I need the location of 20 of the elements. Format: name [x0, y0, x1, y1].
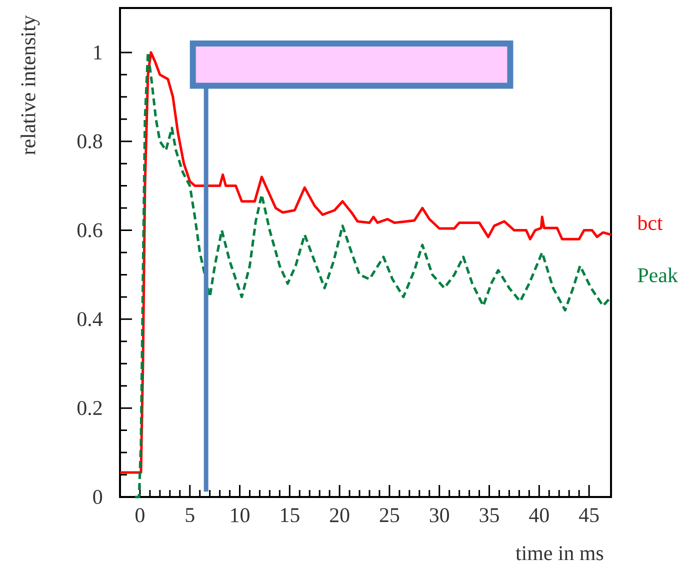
x-tick-label: 10 — [231, 508, 250, 522]
x-axis-title: time in ms — [516, 546, 604, 560]
x-tick-label: 40 — [529, 508, 549, 522]
series-label: Peak — [638, 268, 678, 282]
y-tick-label: 0.8 — [77, 134, 102, 148]
y-tick-label: 0.4 — [77, 312, 103, 326]
x-tick-label: 0 — [136, 508, 144, 522]
x-tick-label: 35 — [480, 508, 499, 522]
y-tick-label: 1 — [94, 46, 102, 60]
x-tick-label: 30 — [430, 508, 450, 522]
x-tick-label: 5 — [186, 508, 194, 522]
x-tick-label: 25 — [380, 508, 400, 522]
y-tick-label: 0 — [93, 490, 102, 504]
x-tick-label: 20 — [330, 508, 350, 522]
y-tick-label: 0.6 — [77, 223, 102, 238]
x-tick-label: 45 — [579, 508, 599, 522]
y-axis-title: relative intensity — [20, 15, 40, 155]
y-tick-label: 0.2 — [77, 400, 102, 416]
x-tick-label: 15 — [281, 508, 300, 522]
series-label: bct — [637, 215, 663, 230]
